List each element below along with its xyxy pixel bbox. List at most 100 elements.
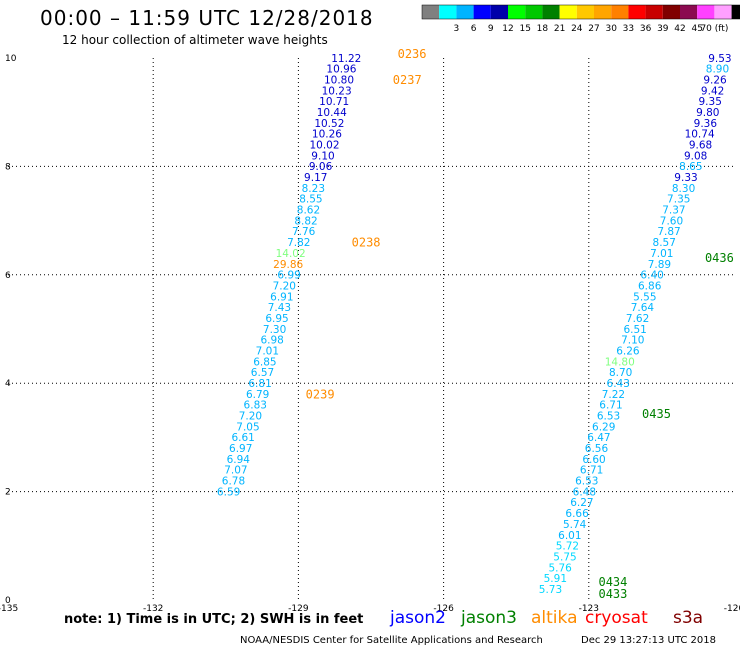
swh-value-label: 6.94	[227, 454, 251, 466]
colorbar-swatch	[680, 5, 698, 19]
wave-height-values: 11.2210.9610.8010.2310.7110.4410.5210.26…	[217, 47, 734, 601]
swh-value-label: 6.97	[229, 443, 252, 455]
swh-value-label: 9.10	[311, 150, 334, 162]
colorbar-swatch	[594, 5, 612, 19]
y-tick-label: 8	[5, 162, 11, 172]
swh-value-label: 5.76	[548, 562, 572, 574]
y-tick-label: 6	[5, 271, 11, 281]
colorbar-swatch	[662, 5, 680, 19]
legend-cryosat: cryosat	[585, 608, 648, 628]
colorbar-label: 21	[554, 24, 565, 34]
swh-value-label: 6.51	[623, 324, 646, 336]
colorbar-label: 15	[519, 24, 530, 34]
swh-value-label: 10.52	[314, 118, 344, 130]
plot-axes: -135 -132 -129 -126 -123 -120 0 2 4 6 8 10	[0, 54, 740, 614]
swh-value-label: 7.60	[660, 215, 683, 227]
colorbar-label: 27	[588, 24, 599, 34]
x-tick-label: -120	[724, 604, 740, 614]
colorbar-swatch	[422, 5, 440, 19]
swh-value-label: 6.27	[570, 497, 593, 509]
swh-value-label: 9.35	[699, 96, 722, 108]
colorbar-swatch	[576, 5, 594, 19]
colorbar-label: 30	[605, 24, 617, 34]
swh-value-label: 8.65	[679, 161, 702, 173]
swh-value-label: 6.01	[558, 530, 581, 542]
swh-value-label: 10.23	[322, 85, 352, 97]
colorbar-swatch	[559, 5, 577, 19]
swh-value-label: 6.61	[231, 432, 254, 444]
swh-value-label: 7.37	[662, 205, 685, 217]
colorbar-swatch	[490, 5, 508, 19]
swh-value-label: 6.48	[573, 486, 596, 498]
swh-value-label: 9.33	[674, 172, 697, 184]
swh-value-label: 6.71	[599, 400, 622, 412]
pass-time-label: 0239	[306, 387, 335, 401]
swh-value-label: 7.89	[648, 259, 671, 271]
swh-value-label: 8.70	[609, 367, 632, 379]
y-tick-label: 10	[5, 54, 17, 64]
y-tick-label: 2	[5, 488, 11, 498]
swh-value-label: 6.83	[244, 400, 267, 412]
swh-value-label: 7.30	[263, 324, 286, 336]
colorbar-swatch	[439, 5, 457, 19]
swh-value-label: 7.62	[626, 313, 649, 325]
colorbar-label: 24	[571, 24, 583, 34]
swh-value-label: 6.47	[587, 432, 610, 444]
x-tick-label: -123	[579, 604, 599, 614]
swh-value-label: 6.29	[592, 421, 615, 433]
legend-jason2: jason2	[390, 608, 446, 628]
swh-value-label: 7.07	[224, 465, 247, 477]
plot-grid	[8, 58, 734, 600]
swh-value-label: 8.30	[672, 183, 695, 195]
swh-value-label: 6.56	[585, 443, 609, 455]
swh-value-label: 6.57	[251, 367, 274, 379]
colorbar-swatch	[473, 5, 491, 19]
swh-value-label: 8.57	[653, 237, 676, 249]
swh-value-label: 5.75	[553, 551, 576, 563]
x-tick-label: -135	[0, 604, 18, 614]
colorbar-swatch	[508, 5, 526, 19]
swh-value-label: 7.22	[602, 389, 625, 401]
pass-time-label: 0238	[352, 236, 381, 250]
colorbar-swatch	[645, 5, 663, 19]
swh-value-label: 10.71	[319, 96, 349, 108]
swh-value-label: 14.02	[276, 248, 306, 260]
swh-value-label: 10.26	[312, 129, 342, 141]
swh-value-label: 7.43	[268, 302, 291, 314]
colorbar-swatch	[611, 5, 629, 19]
colorbar-swatch	[542, 5, 560, 19]
colorbar-label: 18	[537, 24, 549, 34]
swh-value-label: 10.80	[324, 74, 354, 86]
swh-value-label: 7.87	[657, 226, 680, 238]
swh-value-label: 5.91	[544, 573, 567, 585]
swh-value-label: 6.53	[575, 476, 598, 488]
swh-value-label: 6.78	[222, 476, 245, 488]
footer-note: note: 1) Time is in UTC; 2) SWH is in fe…	[64, 612, 364, 627]
swh-value-label: 6.60	[582, 454, 605, 466]
swh-value-label: 7.10	[621, 335, 644, 347]
pass-time-label: 0433	[598, 587, 627, 601]
pass-time-label: 0236	[398, 47, 427, 61]
swh-value-label: 6.99	[277, 270, 300, 282]
swh-value-label: 6.66	[565, 508, 589, 520]
swh-value-label: 5.72	[556, 541, 579, 553]
swh-value-label: 7.20	[239, 411, 262, 423]
colorbar-label: 36	[640, 24, 652, 34]
page-title: 00:00 – 11:59 UTC 12/28/2018	[40, 6, 374, 30]
colorbar-label: 70 (ft)	[700, 24, 728, 34]
swh-value-label: 5.74	[563, 519, 587, 531]
colorbar-swatch	[525, 5, 543, 19]
colorbar-label: 45	[691, 24, 702, 34]
colorbar-label: 42	[674, 24, 685, 34]
swh-value-label: 7.05	[236, 421, 259, 433]
swh-value-label: 29.86	[273, 259, 303, 271]
colorbar-swatch	[731, 5, 740, 19]
colorbar-label: 39	[657, 24, 669, 34]
legend-altika: altika	[531, 608, 578, 628]
swh-value-label: 9.80	[696, 107, 719, 119]
swh-value-label: 9.53	[708, 53, 731, 65]
pass-time-label: 0434	[598, 575, 627, 589]
y-tick-label: 4	[5, 379, 11, 389]
